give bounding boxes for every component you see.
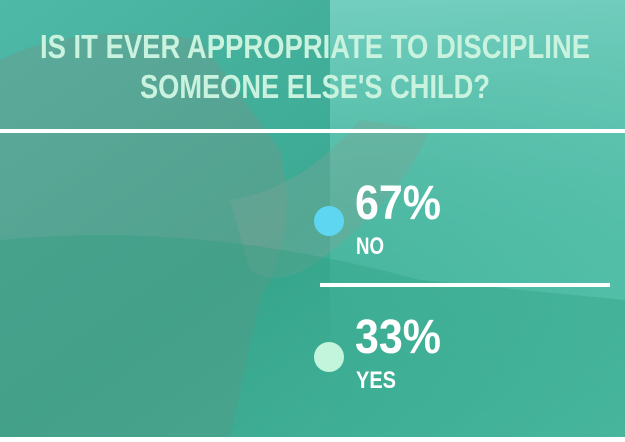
option-label: NO <box>356 233 384 260</box>
title-line: SOMEONE ELSE'S CHILD? <box>140 68 490 105</box>
figure-silhouette <box>0 33 287 437</box>
arm-silhouette <box>230 120 430 278</box>
option-percent: 67% <box>355 177 441 230</box>
option-dot <box>314 342 344 372</box>
background-light <box>330 0 625 437</box>
option-percent: 33% <box>355 311 441 364</box>
option-dot <box>314 206 344 236</box>
option-label: YES <box>356 367 396 394</box>
title-line: IS IT EVER APPROPRIATE TO DISCIPLINE <box>40 28 590 65</box>
